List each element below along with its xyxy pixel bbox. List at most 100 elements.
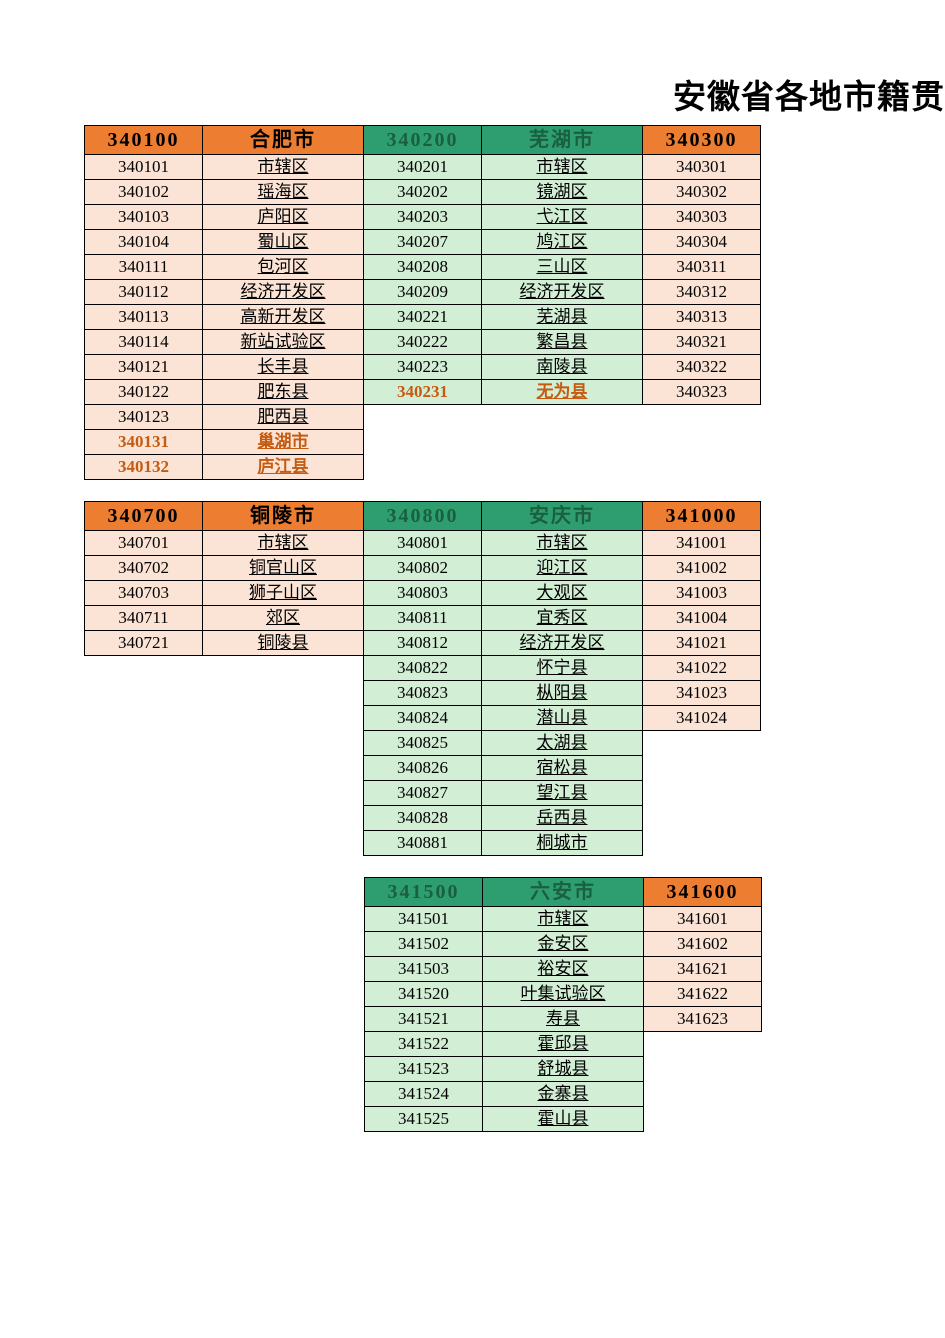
table-row: 341621 [644, 957, 762, 982]
table-row: 340803大观区 [364, 581, 643, 606]
table-row: 340721铜陵县 [85, 631, 364, 656]
district-name: 狮子山区 [202, 580, 364, 606]
table-row: 341021 [643, 631, 761, 656]
district-code: 340122 [84, 379, 203, 405]
district-code: 341523 [364, 1056, 483, 1082]
table-row: 340823枞阳县 [364, 681, 643, 706]
district-code: 340304 [642, 229, 761, 255]
district-code: 341004 [642, 605, 761, 631]
district-name: 金寨县 [482, 1081, 644, 1107]
table-row: 341602 [644, 932, 762, 957]
header-code: 340300 [642, 125, 761, 155]
district-name: 瑶海区 [202, 179, 364, 205]
district-name: 芜湖县 [481, 304, 643, 330]
district-code: 341602 [643, 931, 762, 957]
district-name: 巢湖市 [202, 429, 364, 455]
district-code: 340111 [84, 254, 203, 280]
group-header-row: 340800安庆市 [364, 502, 643, 531]
table-row: 341503裕安区 [365, 957, 644, 982]
table-row: 341520叶集试验区 [365, 982, 644, 1007]
header-code: 341000 [642, 501, 761, 531]
district-code: 340803 [363, 580, 482, 606]
district-name: 铜陵县 [202, 630, 364, 656]
table-row: 340701市辖区 [85, 531, 364, 556]
group-rows: 340201市辖区340202镜湖区340203弋江区340207鸠江区3402… [364, 155, 643, 405]
table-block: 340700铜陵市340701市辖区340702铜官山区340703狮子山区34… [85, 502, 945, 856]
group-header-row: 341600 [644, 878, 762, 907]
table-row: 340703狮子山区 [85, 581, 364, 606]
district-name: 三山区 [481, 254, 643, 280]
district-name: 长丰县 [202, 354, 364, 380]
district-code: 340323 [642, 379, 761, 405]
table-row: 340208三山区 [364, 255, 643, 280]
group-rows: 341601341602341621341622341623 [644, 907, 762, 1032]
table-row: 340828岳西县 [364, 806, 643, 831]
table-block: 341500六安市341501市辖区341502金安区341503裕安区3415… [365, 878, 945, 1132]
district-name: 市辖区 [481, 154, 643, 180]
district-code: 341023 [642, 680, 761, 706]
city-group: 340200芜湖市340201市辖区340202镜湖区340203弋江区3402… [364, 126, 643, 405]
district-name: 庐江县 [202, 454, 364, 480]
district-code: 340822 [363, 655, 482, 681]
table-row: 341003 [643, 581, 761, 606]
group-rows: 3410013410023410033410043410213410223410… [643, 531, 761, 731]
table-row: 340114新站试验区 [85, 330, 364, 355]
table-row: 340103庐阳区 [85, 205, 364, 230]
header-name: 铜陵市 [202, 501, 364, 531]
table-row: 341023 [643, 681, 761, 706]
district-code: 340811 [363, 605, 482, 631]
district-code: 341601 [643, 906, 762, 932]
district-name: 肥东县 [202, 379, 364, 405]
table-row: 340321 [643, 330, 761, 355]
district-name: 怀宁县 [481, 655, 643, 681]
district-code: 340222 [363, 329, 482, 355]
district-code: 340823 [363, 680, 482, 706]
table-row: 340123肥西县 [85, 405, 364, 430]
district-code: 341502 [364, 931, 483, 957]
district-code: 340312 [642, 279, 761, 305]
district-code: 341522 [364, 1031, 483, 1057]
district-code: 341521 [364, 1006, 483, 1032]
table-row: 340122肥东县 [85, 380, 364, 405]
district-name: 霍邱县 [482, 1031, 644, 1057]
table-row: 340222繁昌县 [364, 330, 643, 355]
district-name: 霍山县 [482, 1106, 644, 1132]
city-group: 341500六安市341501市辖区341502金安区341503裕安区3415… [365, 878, 644, 1132]
district-code: 340311 [642, 254, 761, 280]
group-header-row: 340700铜陵市 [85, 502, 364, 531]
district-code: 340711 [84, 605, 203, 631]
district-name: 郊区 [202, 605, 364, 631]
table-row: 340827望江县 [364, 781, 643, 806]
district-name: 市辖区 [482, 906, 644, 932]
district-code: 340703 [84, 580, 203, 606]
district-name: 鸠江区 [481, 229, 643, 255]
group-rows: 340101市辖区340102瑶海区340103庐阳区340104蜀山区3401… [85, 155, 364, 480]
table-row: 340231无为县 [364, 380, 643, 405]
district-code: 340825 [363, 730, 482, 756]
header-code: 340200 [363, 125, 482, 155]
table-row: 340881桐城市 [364, 831, 643, 856]
table-row: 340207鸠江区 [364, 230, 643, 255]
district-code: 340322 [642, 354, 761, 380]
district-code: 340132 [84, 454, 203, 480]
city-group: 340700铜陵市340701市辖区340702铜官山区340703狮子山区34… [85, 502, 364, 656]
group-header-row: 341500六安市 [365, 878, 644, 907]
district-name: 寿县 [482, 1006, 644, 1032]
table-row: 341024 [643, 706, 761, 731]
table-row: 341501市辖区 [365, 907, 644, 932]
district-name: 裕安区 [482, 956, 644, 982]
district-code: 340201 [363, 154, 482, 180]
district-name: 迎江区 [481, 555, 643, 581]
district-code: 340114 [84, 329, 203, 355]
table-row: 341622 [644, 982, 762, 1007]
table-row: 340102瑶海区 [85, 180, 364, 205]
table-row: 340113高新开发区 [85, 305, 364, 330]
district-code: 340812 [363, 630, 482, 656]
district-name: 叶集试验区 [482, 981, 644, 1007]
table-row: 340209经济开发区 [364, 280, 643, 305]
district-name: 弋江区 [481, 204, 643, 230]
group-header-row: 341000 [643, 502, 761, 531]
table-row: 340304 [643, 230, 761, 255]
district-code: 340202 [363, 179, 482, 205]
district-code: 341621 [643, 956, 762, 982]
